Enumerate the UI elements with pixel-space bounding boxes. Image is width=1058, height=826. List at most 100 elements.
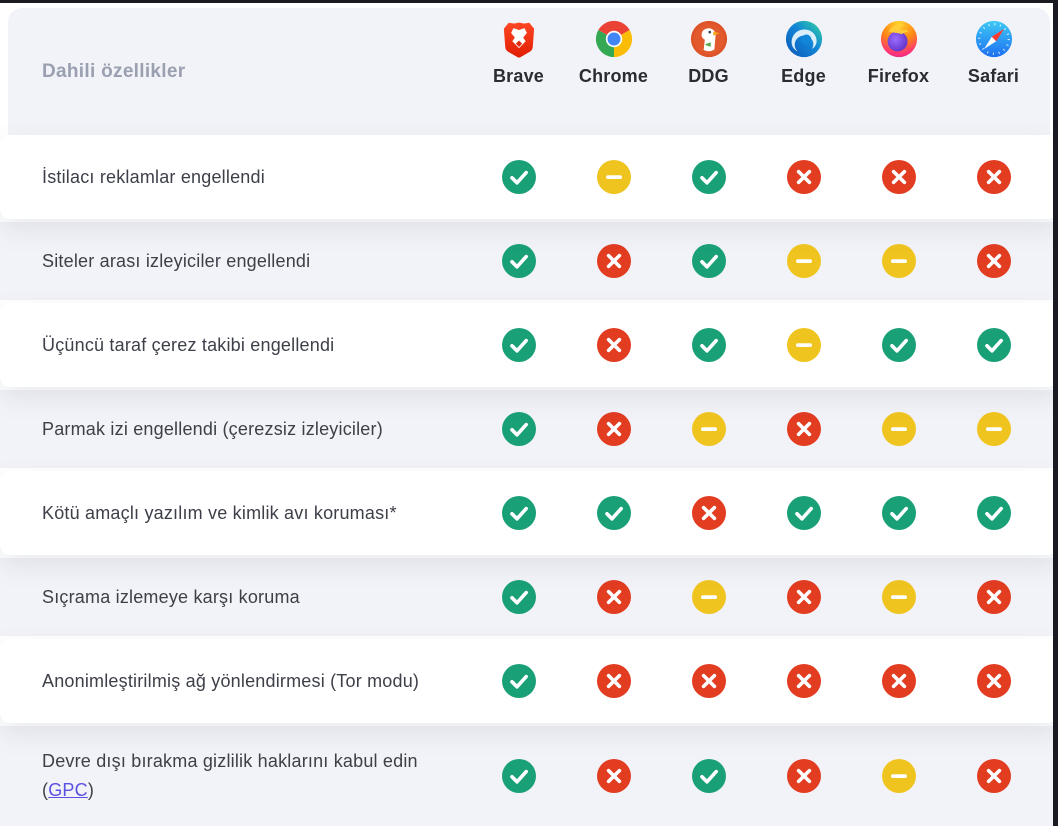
status-cell [566,244,661,278]
table-row: Sıçrama izlemeye karşı koruma [0,555,1058,639]
status-partial-icon [691,580,726,614]
status-no-icon [786,160,821,194]
status-yes-icon [881,496,916,530]
feature-text: Siteler arası izleyiciler engellendi [42,250,311,271]
browser-name: Safari [967,66,1020,86]
gpc-link[interactable]: GPC [48,780,88,800]
status-yes-icon [501,160,536,194]
status-no-icon [786,664,821,698]
status-yes-icon [691,244,726,278]
browser-column-header-chrome: Chrome [566,8,661,135]
status-cell [661,328,756,362]
status-yes-icon [501,244,536,278]
status-no-icon [596,328,631,362]
status-no-icon [691,664,726,698]
browser-column-header-edge: Edge [756,8,851,135]
safari-icon [974,19,1014,59]
status-no-icon [976,244,1011,278]
table-row: Anonimleştirilmiş ağ yönlendirmesi (Tor … [0,639,1058,723]
feature-text: Devre dışı bırakma gizlilik haklarını ka… [42,751,418,772]
status-yes-icon [501,496,536,530]
status-yes-icon [691,759,726,793]
table-row: Üçüncü taraf çerez takibi engellendi [0,303,1058,387]
status-cell [851,412,946,446]
status-cell [756,664,851,698]
status-cell [566,759,661,793]
status-cell [471,496,566,530]
status-no-icon [976,160,1011,194]
status-partial-icon [881,244,916,278]
status-partial-icon [691,412,726,446]
browser-column-header-safari: Safari [946,8,1041,135]
status-cell [471,160,566,194]
status-cell [566,580,661,614]
status-cell [661,580,756,614]
screen-top-edge [0,0,1058,3]
feature-label: Anonimleştirilmiş ağ yönlendirmesi (Tor … [0,667,471,696]
status-yes-icon [501,759,536,793]
status-cell [471,412,566,446]
feature-label: Siteler arası izleyiciler engellendi [0,247,471,276]
status-cell [851,580,946,614]
table-row: İstilacı reklamlar engellendi [0,135,1058,219]
browser-name: Chrome [578,66,649,86]
status-yes-icon [976,496,1011,530]
table-row: Parmak izi engellendi (çerezsiz izleyici… [0,387,1058,471]
table-row: Kötü amaçlı yazılım ve kimlik avı koruma… [0,471,1058,555]
status-cell [471,580,566,614]
feature-label: Sıçrama izlemeye karşı koruma [0,583,471,612]
feature-label: Üçüncü taraf çerez takibi engellendi [0,331,471,360]
status-no-icon [786,580,821,614]
status-cell [566,328,661,362]
status-yes-icon [501,412,536,446]
status-no-icon [596,580,631,614]
chrome-icon [594,19,634,59]
status-no-icon [691,496,726,530]
feature-text: Anonimleştirilmiş ağ yönlendirmesi (Tor … [42,670,420,691]
brave-lion-icon [499,19,539,59]
status-cell [756,160,851,194]
status-no-icon [881,664,916,698]
firefox-icon [879,19,919,59]
status-partial-icon [881,412,916,446]
status-cell [946,496,1041,530]
status-cell [661,496,756,530]
feature-label: Kötü amaçlı yazılım ve kimlik avı koruma… [0,499,471,528]
status-cell [946,412,1041,446]
status-yes-icon [691,160,726,194]
browser-name: DDG [688,66,729,86]
feature-label: Parmak izi engellendi (çerezsiz izleyici… [0,415,471,444]
status-yes-icon [501,328,536,362]
status-yes-icon [501,580,536,614]
feature-label: Devre dışı bırakma gizlilik haklarını ka… [0,747,471,805]
status-yes-icon [881,328,916,362]
feature-text: Kötü amaçlı yazılım ve kimlik avı koruma… [42,502,397,523]
status-partial-icon [786,244,821,278]
browser-name: Edge [781,66,826,86]
status-yes-icon [691,328,726,362]
status-cell [756,328,851,362]
status-cell [566,664,661,698]
status-partial-icon [881,580,916,614]
status-cell [661,244,756,278]
status-partial-icon [596,160,631,194]
feature-text: Parmak izi engellendi (çerezsiz izleyici… [42,418,383,439]
status-partial-icon [786,328,821,362]
status-no-icon [976,664,1011,698]
status-no-icon [786,759,821,793]
status-cell [851,160,946,194]
status-no-icon [881,160,916,194]
status-no-icon [596,664,631,698]
status-cell [851,664,946,698]
status-no-icon [976,580,1011,614]
status-partial-icon [976,412,1011,446]
status-cell [851,496,946,530]
browser-column-header-ddg: DDG [661,8,756,135]
status-cell [946,328,1041,362]
browser-name: Firefox [867,66,930,86]
status-cell [946,160,1041,194]
status-cell [566,496,661,530]
status-cell [756,244,851,278]
status-cell [566,412,661,446]
status-no-icon [596,244,631,278]
